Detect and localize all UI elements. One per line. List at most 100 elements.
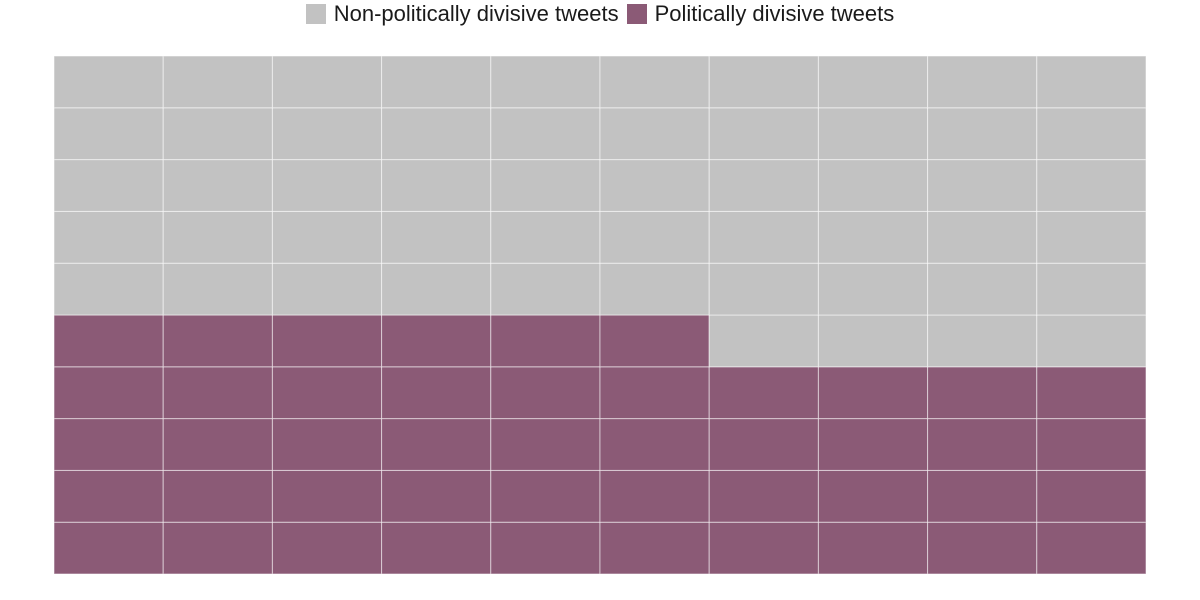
waffle-cell-political <box>599 314 710 368</box>
waffle-cell-non-political <box>490 107 601 161</box>
waffle-cell-non-political <box>1036 210 1147 264</box>
waffle-cell-non-political <box>381 262 492 316</box>
legend-swatch-political <box>626 4 647 24</box>
waffle-cell-political <box>271 521 383 575</box>
waffle-cell-non-political <box>490 210 601 264</box>
waffle-cell-non-political <box>708 159 819 212</box>
waffle-cell-political <box>708 366 819 420</box>
waffle-cell-political <box>271 469 383 523</box>
waffle-cell-political <box>162 314 273 368</box>
waffle-cell-non-political <box>708 262 819 316</box>
waffle-cell-non-political <box>708 210 819 264</box>
waffle-cell-political <box>817 366 929 420</box>
waffle-cell-political <box>708 469 819 523</box>
waffle-cell-political <box>271 314 383 368</box>
waffle-cell-non-political <box>381 159 492 212</box>
waffle-cell-political <box>162 418 273 471</box>
waffle-cell-non-political <box>927 210 1038 264</box>
waffle-cell-non-political <box>1036 159 1147 212</box>
waffle-cell-non-political <box>271 210 383 264</box>
waffle-cell-non-political <box>599 210 710 264</box>
waffle-cell-non-political <box>1036 55 1147 109</box>
waffle-cell-non-political <box>927 314 1038 368</box>
waffle-cell-political <box>381 314 492 368</box>
waffle-cell-non-political <box>53 55 164 109</box>
waffle-cell-non-political <box>599 107 710 161</box>
waffle-cell-non-political <box>708 107 819 161</box>
waffle-cell-non-political <box>817 262 929 316</box>
waffle-cell-political <box>381 366 492 420</box>
waffle-cell-political <box>162 469 273 523</box>
waffle-cell-non-political <box>1036 107 1147 161</box>
waffle-cell-non-political <box>927 107 1038 161</box>
waffle-cell-political <box>381 469 492 523</box>
waffle-cell-non-political <box>162 107 273 161</box>
waffle-cell-non-political <box>1036 262 1147 316</box>
waffle-cell-political <box>599 418 710 471</box>
waffle-cell-political <box>817 418 929 471</box>
waffle-cell-non-political <box>53 262 164 316</box>
waffle-cell-political <box>490 366 601 420</box>
waffle-cell-non-political <box>817 55 929 109</box>
waffle-cell-non-political <box>490 262 601 316</box>
legend-item-non-political: Non-politically divisive tweets <box>305 1 619 27</box>
waffle-cell-non-political <box>381 107 492 161</box>
waffle-cell-non-political <box>490 55 601 109</box>
waffle-cell-political <box>1036 366 1147 420</box>
waffle-cell-political <box>162 521 273 575</box>
waffle-cell-political <box>490 418 601 471</box>
waffle-cell-non-political <box>708 55 819 109</box>
waffle-cell-political <box>1036 521 1147 575</box>
waffle-cell-non-political <box>817 314 929 368</box>
waffle-cell-political <box>271 366 383 420</box>
waffle-cell-political <box>927 469 1038 523</box>
waffle-cell-political <box>381 418 492 471</box>
waffle-cell-political <box>490 314 601 368</box>
waffle-cell-political <box>53 418 164 471</box>
waffle-cell-non-political <box>490 159 601 212</box>
legend-label-political: Politically divisive tweets <box>654 1 895 26</box>
waffle-cell-political <box>271 418 383 471</box>
waffle-cell-political <box>927 418 1038 471</box>
waffle-cell-non-political <box>599 262 710 316</box>
waffle-cell-political <box>162 366 273 420</box>
waffle-cell-political <box>1036 469 1147 523</box>
waffle-cell-political <box>1036 418 1147 471</box>
waffle-cell-non-political <box>53 210 164 264</box>
waffle-cell-political <box>53 469 164 523</box>
legend-label-non-political: Non-politically divisive tweets <box>333 1 619 26</box>
waffle-cell-non-political <box>271 55 383 109</box>
waffle-cell-political <box>817 469 929 523</box>
waffle-cell-political <box>708 418 819 471</box>
waffle-cell-non-political <box>271 107 383 161</box>
waffle-cell-non-political <box>1036 314 1147 368</box>
waffle-cell-non-political <box>817 107 929 161</box>
waffle-cell-non-political <box>817 159 929 212</box>
chart-legend: Non-politically divisive tweets Politica… <box>0 0 1200 28</box>
waffle-cell-political <box>599 366 710 420</box>
waffle-cell-non-political <box>381 210 492 264</box>
waffle-cell-non-political <box>927 262 1038 316</box>
waffle-cell-political <box>490 521 601 575</box>
waffle-cell-political <box>599 521 710 575</box>
waffle-cell-non-political <box>817 210 929 264</box>
waffle-cell-non-political <box>271 159 383 212</box>
waffle-cell-non-political <box>708 314 819 368</box>
waffle-cell-non-political <box>927 55 1038 109</box>
waffle-cell-political <box>381 521 492 575</box>
waffle-cell-non-political <box>162 55 273 109</box>
waffle-cell-non-political <box>381 55 492 109</box>
waffle-cell-non-political <box>162 262 273 316</box>
waffle-cell-non-political <box>53 159 164 212</box>
waffle-cell-political <box>53 521 164 575</box>
waffle-cell-political <box>599 469 710 523</box>
waffle-cell-non-political <box>53 107 164 161</box>
waffle-cell-non-political <box>927 159 1038 212</box>
legend-item-political: Politically divisive tweets <box>626 1 895 27</box>
waffle-cell-non-political <box>162 210 273 264</box>
waffle-cell-political <box>817 521 929 575</box>
waffle-cell-non-political <box>271 262 383 316</box>
waffle-cell-political <box>927 366 1038 420</box>
waffle-cell-non-political <box>599 55 710 109</box>
